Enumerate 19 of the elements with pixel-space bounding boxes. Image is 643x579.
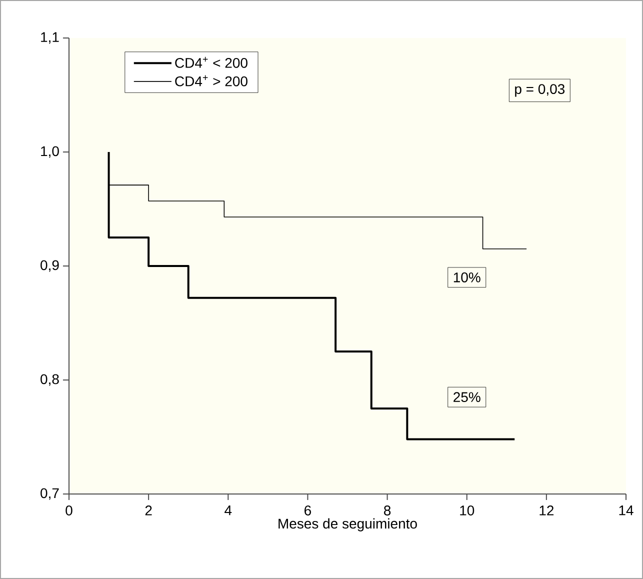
x-tick-label: 14: [619, 506, 634, 516]
y-tick-label: 1,0: [41, 146, 59, 158]
x-tick-label: 6: [304, 506, 311, 516]
annotation: 10%: [454, 272, 480, 282]
y-tick-label: 0,7: [40, 488, 59, 500]
y-tick-label: 0,9: [40, 260, 59, 272]
x-tick-label: 10: [460, 506, 474, 516]
x-tick-label: 4: [224, 506, 232, 516]
x-tick-label: 12: [540, 506, 554, 516]
x-axis-title: Meses de seguimiento: [278, 518, 417, 532]
x-tick-label: 2: [145, 506, 152, 516]
legend-label: CD4$^{+}$ > 200: [175, 75, 248, 86]
annotation: 25%: [454, 392, 480, 402]
y-tick-label: 1,1: [41, 32, 59, 44]
legend-label: CD4$^{+}$ < 200: [175, 56, 248, 68]
x-tick-label: 8: [384, 506, 391, 516]
annotation: p = 0,03: [515, 84, 565, 97]
x-tick-label: 0: [66, 506, 72, 516]
y-tick-label: 0,8: [40, 374, 59, 386]
